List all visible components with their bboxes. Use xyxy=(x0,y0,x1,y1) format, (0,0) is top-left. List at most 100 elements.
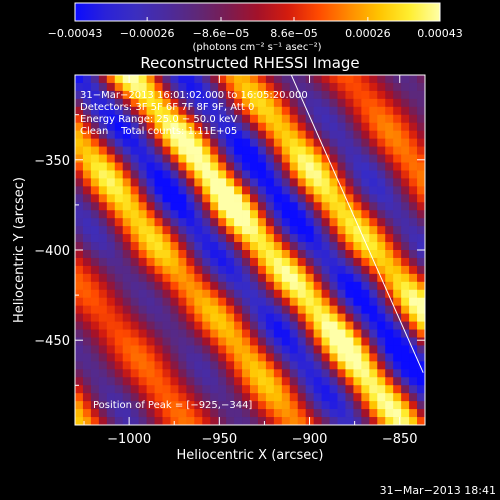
heatmap-cell xyxy=(226,305,235,315)
heatmap-cell xyxy=(273,257,283,267)
heatmap-cell xyxy=(82,75,92,84)
heatmap-cell xyxy=(313,281,322,291)
heatmap-cell xyxy=(138,321,147,330)
heatmap-cell xyxy=(130,401,140,410)
heatmap-cell xyxy=(138,329,147,338)
heatmap-cell xyxy=(234,289,243,299)
heatmap-cell xyxy=(305,90,315,100)
heatmap-cell xyxy=(369,297,378,307)
heatmap-cell xyxy=(305,393,315,402)
heatmap-cell xyxy=(114,202,124,211)
heatmap-cell xyxy=(313,154,322,163)
heatmap-cell xyxy=(385,114,394,124)
heatmap-cell xyxy=(178,361,187,370)
heatmap-cell xyxy=(289,98,299,108)
heatmap-cell xyxy=(210,409,219,418)
heatmap-cell xyxy=(218,345,227,354)
heatmap-cell xyxy=(345,417,354,425)
heatmap-cell xyxy=(401,90,410,100)
heatmap-cell xyxy=(138,138,147,147)
heatmap-cell xyxy=(265,170,275,179)
heatmap-cell xyxy=(210,257,219,267)
heatmap-cell xyxy=(178,194,187,203)
heatmap-cell xyxy=(154,313,163,322)
heatmap-cell xyxy=(393,385,402,394)
heatmap-cell xyxy=(265,242,275,251)
heatmap-cell xyxy=(281,289,291,299)
heatmap-cell xyxy=(345,226,354,235)
heatmap-cell xyxy=(226,106,235,116)
heatmap-cell xyxy=(273,273,283,283)
heatmap-cell xyxy=(289,170,299,179)
y-tick-label: −350 xyxy=(34,154,70,169)
heatmap-cell xyxy=(369,114,378,124)
heatmap-cell xyxy=(226,178,235,187)
heatmap-cell xyxy=(98,226,108,235)
heatmap-cell xyxy=(202,202,211,211)
heatmap-cell xyxy=(337,162,346,171)
heatmap-cell xyxy=(345,401,354,410)
heatmap-cell xyxy=(170,265,179,275)
heatmap-cell xyxy=(154,162,163,171)
heatmap-cell xyxy=(194,281,203,291)
heatmap-cell xyxy=(289,305,299,315)
heatmap-cell xyxy=(234,82,243,92)
heatmap-cell xyxy=(345,297,354,307)
heatmap-cell xyxy=(75,257,84,267)
heatmap-cell xyxy=(321,385,330,394)
heatmap-cell xyxy=(146,401,155,410)
heatmap-cell xyxy=(138,409,147,418)
heatmap-cell xyxy=(313,289,322,299)
heatmap-cell xyxy=(289,321,299,330)
heatmap-cell xyxy=(265,409,275,418)
heatmap-cell xyxy=(393,98,402,108)
heatmap-cell xyxy=(393,369,402,378)
heatmap-cell xyxy=(305,273,315,283)
heatmap-cell xyxy=(242,250,251,259)
heatmap-cell xyxy=(265,98,275,108)
heatmap-cell xyxy=(234,186,243,195)
heatmap-cell xyxy=(98,273,108,283)
heatmap-cell xyxy=(393,281,402,291)
heatmap-cell xyxy=(90,289,100,299)
heatmap-cell xyxy=(393,122,402,132)
heatmap-cell xyxy=(417,146,425,155)
heatmap-cell xyxy=(321,138,330,147)
heatmap-cell xyxy=(250,130,259,140)
heatmap-cell xyxy=(289,281,299,291)
heatmap-cell xyxy=(130,226,140,235)
heatmap-cell xyxy=(281,170,291,179)
heatmap-cell xyxy=(337,106,346,116)
heatmap-cell xyxy=(114,369,124,378)
heatmap-cell xyxy=(138,82,147,92)
heatmap-cell xyxy=(154,226,163,235)
heatmap-cell xyxy=(273,385,283,394)
heatmap-cell xyxy=(242,265,251,275)
heatmap-cell xyxy=(401,194,410,203)
heatmap-cell xyxy=(345,146,354,155)
heatmap-cell xyxy=(313,146,322,155)
heatmap-cell xyxy=(226,250,235,259)
heatmap-cell xyxy=(353,98,362,108)
heatmap-cell xyxy=(385,281,394,291)
heatmap-cell xyxy=(265,138,275,147)
heatmap-cell xyxy=(409,417,418,425)
heatmap-cell xyxy=(305,122,315,132)
heatmap-cell xyxy=(194,194,203,203)
heatmap-cell xyxy=(122,210,132,219)
heatmap-cell xyxy=(265,361,275,370)
heatmap-cell xyxy=(289,313,299,322)
heatmap-cell xyxy=(218,353,227,362)
heatmap-cell xyxy=(321,194,330,203)
heatmap-cell xyxy=(361,210,370,219)
heatmap-cell xyxy=(305,377,315,386)
heatmap-cell xyxy=(218,361,227,370)
heatmap-cell xyxy=(393,377,402,386)
heatmap-cell xyxy=(106,226,116,235)
heatmap-cell xyxy=(210,361,219,370)
heatmap-cell xyxy=(106,250,116,259)
heatmap-cell xyxy=(234,170,243,179)
heatmap-cell xyxy=(122,281,132,291)
heatmap-cell xyxy=(162,281,171,291)
heatmap-cell xyxy=(75,409,84,418)
